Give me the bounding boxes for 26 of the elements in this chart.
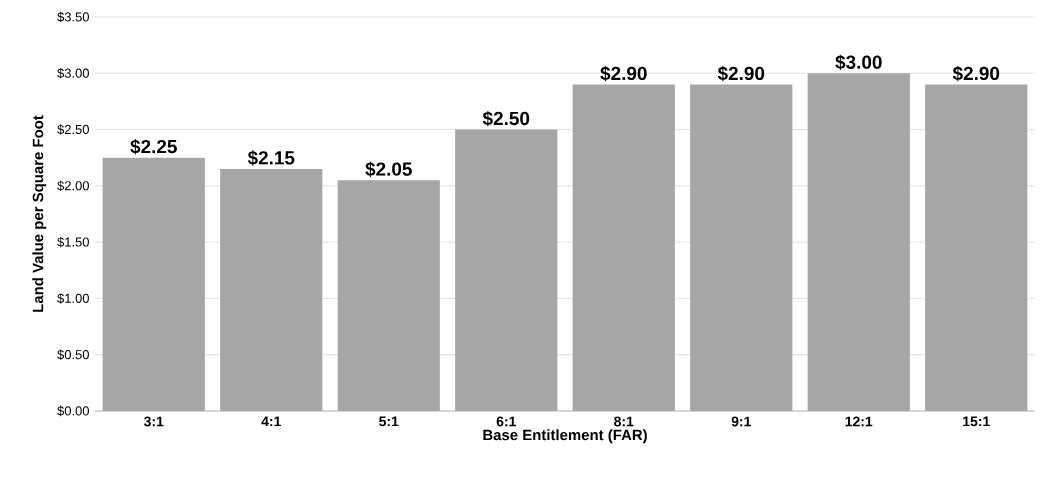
- y-tick-label: $3.50: [57, 11, 89, 23]
- y-tick-label: $2.50: [57, 124, 89, 135]
- y-tick-label: $1.00: [57, 293, 89, 304]
- data-label: $2.50: [482, 110, 530, 127]
- data-label: $2.05: [365, 161, 412, 178]
- data-label: $2.15: [247, 150, 295, 166]
- data-label: $3.00: [835, 54, 882, 71]
- y-tick-label: $1.50: [57, 236, 89, 248]
- data-label: $2.90: [952, 65, 1000, 82]
- y-tick-label: $0.50: [57, 349, 89, 360]
- y-tick-label: $3.00: [57, 68, 89, 79]
- x-tick-label: 4:1: [261, 416, 281, 427]
- data-label: $2.25: [130, 139, 177, 155]
- x-tick-label: 12:1: [845, 416, 873, 427]
- data-label: $2.90: [600, 65, 647, 82]
- y-axis-title: Land Value per Square Foot: [32, 115, 47, 312]
- x-tick-label: 15:1: [963, 416, 990, 427]
- x-tick-label: 6:1: [496, 416, 516, 427]
- data-label: $2.90: [717, 65, 765, 82]
- y-tick-label: $2.00: [57, 180, 89, 192]
- x-tick-label: 5:1: [379, 416, 399, 427]
- x-tick-label: 3:1: [143, 416, 164, 427]
- x-tick-label: 8:1: [614, 416, 634, 427]
- x-tick-label: 9:1: [731, 416, 751, 427]
- y-tick-label: $0.00: [57, 405, 89, 417]
- x-axis-title: Base Entitlement (FAR): [483, 429, 647, 444]
